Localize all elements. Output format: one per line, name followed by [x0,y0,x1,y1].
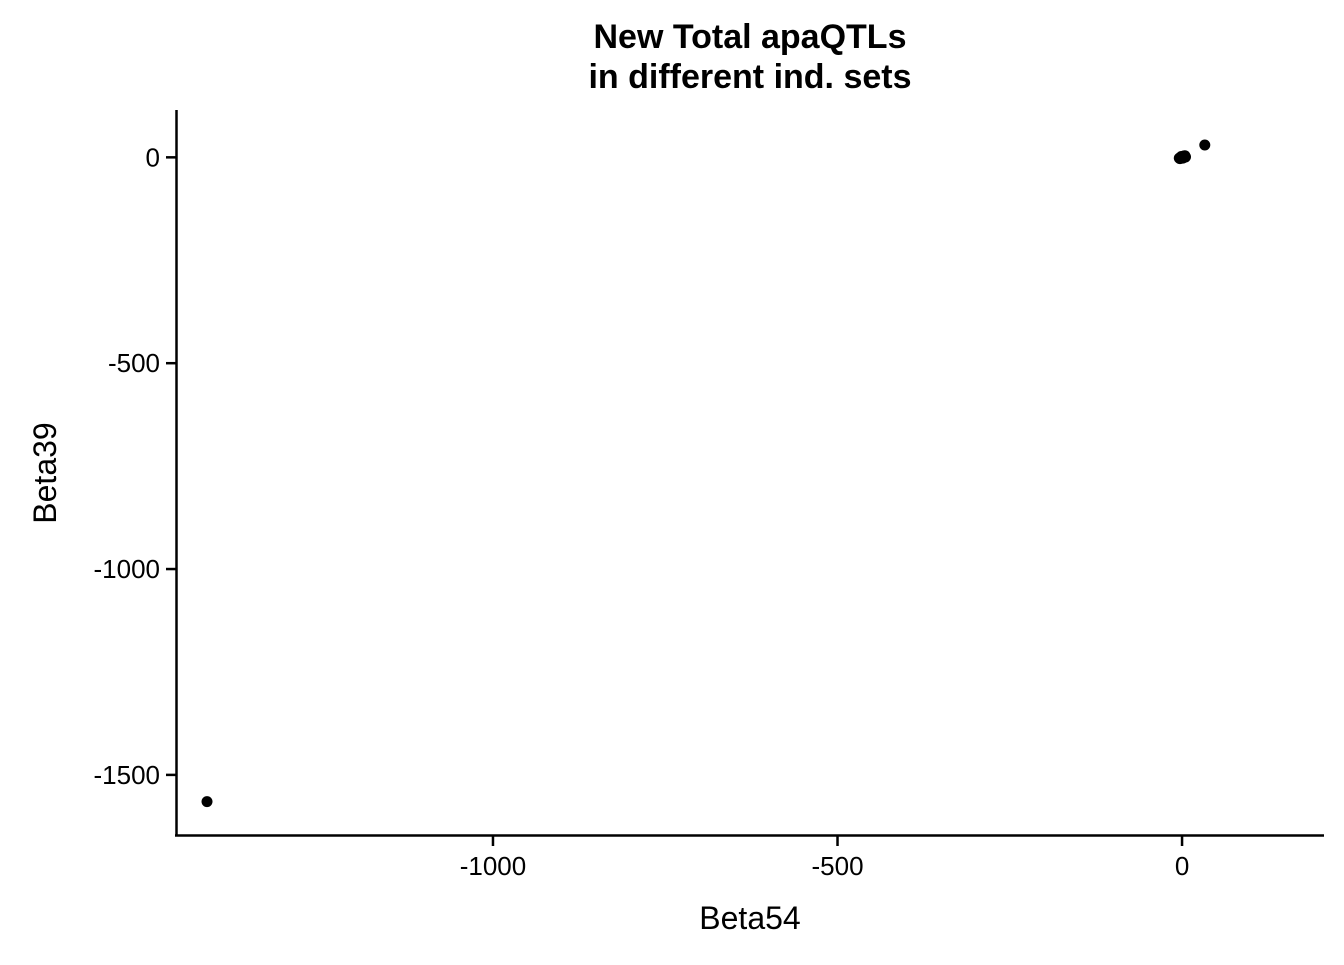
plot-area [201,139,1211,808]
x-axis-ticks: -1000 -500 0 [460,836,1189,881]
chart-title-line-1: New Total apaQTLs [594,18,907,56]
data-point [201,796,213,808]
x-tick-label: -500 [811,851,863,881]
y-axis-title: Beta39 [27,422,63,523]
y-tick-label: -1000 [94,554,161,584]
x-tick-label: -1000 [460,851,527,881]
x-axis-title: Beta54 [699,900,800,936]
data-point [1199,139,1211,151]
y-tick-label: 0 [146,142,160,172]
y-tick-label: -500 [108,348,160,378]
x-tick-label: 0 [1175,851,1189,881]
y-tick-label: -1500 [94,760,161,790]
chart-title-line-2: in different ind. sets [588,58,911,96]
data-point [1178,151,1190,163]
chart-title: New Total apaQTLs in different ind. sets [588,18,911,96]
y-axis-ticks: 0 -500 -1000 -1500 [94,142,176,790]
